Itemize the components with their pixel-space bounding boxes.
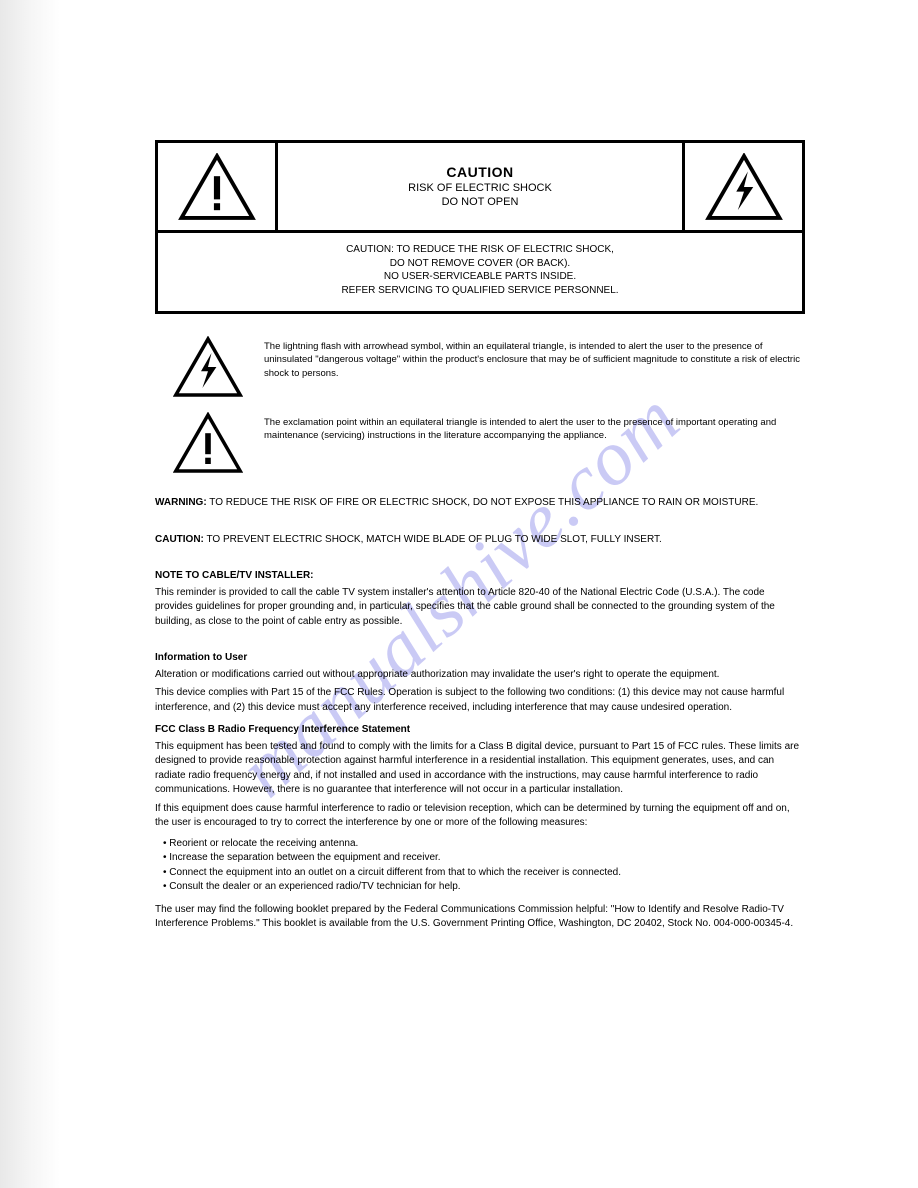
caution-subtitle-1: RISK OF ELECTRIC SHOCK [408,182,552,196]
fcc-shielded: The user may find the following booklet … [155,903,805,932]
installer-note-text: This reminder is provided to call the ca… [155,586,805,630]
fcc-if-body: If this equipment does cause harmful int… [155,802,805,831]
fcc-l2: This device complies with Part 15 of the… [155,686,805,715]
caution-box: CAUTION RISK OF ELECTRIC SHOCK DO NOT OP… [155,140,805,314]
exclaim-description-row: The exclamation point within an equilate… [155,412,805,474]
warning-text: TO REDUCE THE RISK OF FIRE OR ELECTRIC S… [209,497,758,508]
caution-subtitle-2: DO NOT OPEN [442,196,519,210]
warning-heading: WARNING: [155,497,207,508]
warning-section: WARNING: TO REDUCE THE RISK OF FIRE OR E… [155,496,805,511]
fcc-section: Information to User Alteration or modifi… [155,651,805,932]
caution-para-heading: CAUTION: [155,534,204,545]
warning-bolt-icon [705,153,783,221]
installer-note-section: NOTE TO CABLE/TV INSTALLER: This reminde… [155,569,805,629]
fcc-b1: • Reorient or relocate the receiving ant… [173,837,805,852]
caution-bottom-l1: CAUTION: TO REDUCE THE RISK OF ELECTRIC … [172,243,788,257]
fcc-class-heading: FCC Class B Radio Frequency Interference… [155,723,805,738]
fcc-b2: • Increase the separation between the eq… [173,851,805,866]
exclaim-icon-slot [155,412,250,474]
caution-right-icon-cell [682,143,802,230]
caution-bottom-l2: DO NOT REMOVE COVER (OR BACK). [172,257,788,271]
fcc-l1: Alteration or modifications carried out … [155,668,805,683]
caution-bottom-l4: REFER SERVICING TO QUALIFIED SERVICE PER… [172,284,788,298]
fcc-b3: • Connect the equipment into an outlet o… [173,866,805,881]
caution-bottom-text: CAUTION: TO REDUCE THE RISK OF ELECTRIC … [158,233,802,311]
page-content: CAUTION RISK OF ELECTRIC SHOCK DO NOT OP… [155,140,805,936]
fcc-bullets: • Reorient or relocate the receiving ant… [155,837,805,895]
warning-exclaim-icon [173,412,243,474]
fcc-class-body: This equipment has been tested and found… [155,740,805,798]
bolt-icon-slot [155,336,250,398]
installer-note-heading: NOTE TO CABLE/TV INSTALLER: [155,569,805,584]
icon-description-block: The lightning flash with arrowhead symbo… [155,336,805,474]
caution-top-row: CAUTION RISK OF ELECTRIC SHOCK DO NOT OP… [158,143,802,233]
warning-bolt-icon [173,336,243,398]
caution-title-cell: CAUTION RISK OF ELECTRIC SHOCK DO NOT OP… [278,143,682,230]
warning-exclaim-icon [178,153,256,221]
caution-para-text: TO PREVENT ELECTRIC SHOCK, MATCH WIDE BL… [207,534,662,545]
caution-title: CAUTION [446,164,513,180]
caution-bottom-l3: NO USER-SERVICEABLE PARTS INSIDE. [172,270,788,284]
caution-para-section: CAUTION: TO PREVENT ELECTRIC SHOCK, MATC… [155,533,805,548]
page-left-shadow [0,0,60,1188]
exclaim-description: The exclamation point within an equilate… [264,412,805,443]
fcc-heading: Information to User [155,651,805,666]
fcc-b4: • Consult the dealer or an experienced r… [173,880,805,895]
caution-left-icon-cell [158,143,278,230]
bolt-description: The lightning flash with arrowhead symbo… [264,336,805,380]
bolt-description-row: The lightning flash with arrowhead symbo… [155,336,805,398]
